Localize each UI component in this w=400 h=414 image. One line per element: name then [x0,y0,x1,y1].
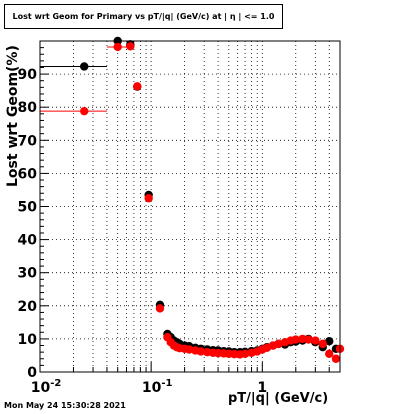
x-tick-label: 1 [257,380,267,396]
y-tick-label: 0 [27,365,37,381]
series-layer [40,36,345,363]
data-point [133,82,142,91]
y-tick-label: 90 [18,67,38,83]
data-point [291,335,300,344]
data-point [126,42,135,51]
data-point [325,349,334,358]
y-tick-label: 20 [18,299,38,315]
data-point [155,304,165,313]
y-tick-label: 40 [18,233,38,249]
data-point [144,194,153,203]
data-point [318,339,327,349]
series-0 [40,36,341,357]
y-tick-label: 50 [18,200,38,216]
data-point [240,349,250,358]
y-axis-label: Lost wrt Geom(%) [5,45,21,187]
chart-title: Lost wrt Geom for Primary vs pT/|q| (GeV… [12,12,275,21]
data-point [196,347,206,356]
data-point [311,336,320,345]
data-point [304,335,313,344]
data-point [80,62,89,71]
y-tick-label: 10 [18,332,38,348]
series-1 [40,42,345,363]
data-point [80,106,89,116]
y-tick-label: 30 [18,266,38,282]
y-tick-label: 70 [18,133,38,149]
timestamp: Mon May 24 15:30:28 2021 [4,401,126,410]
data-point [325,337,334,346]
plot-frame [39,40,341,373]
x-tick-label: 10-2 [31,378,62,396]
data-point [331,354,341,363]
y-tick-label: 80 [18,100,38,116]
data-point [274,339,283,349]
tick-layer: 0 10 20 30 40 50 60 70 80 90 10-2 10-1 1 [18,40,330,396]
data-point [113,42,122,52]
chart-title-box: Lost wrt Geom for Primary vs pT/|q| (GeV… [4,4,283,29]
grid-layer [40,41,340,372]
data-point [185,345,194,354]
x-axis-label: pT/|q| (GeV/c) [228,391,329,406]
y-tick-label: 60 [18,166,38,182]
x-tick-label: 10-1 [142,378,173,396]
